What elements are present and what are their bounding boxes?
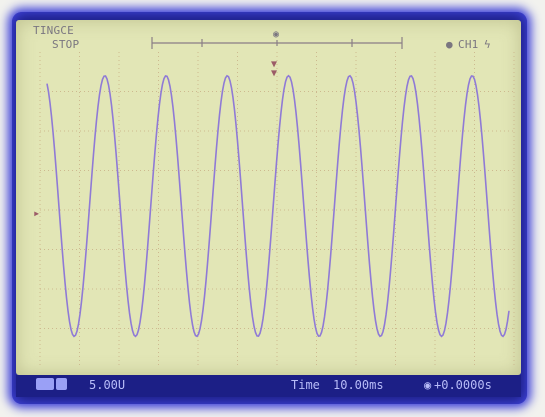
channel-indicator: CH1: [458, 38, 479, 51]
volts-per-div: 5.00U: [89, 378, 126, 392]
memory-buffer-bar: [151, 37, 403, 49]
trigger-status-line2: STOP: [52, 38, 80, 51]
ground-level-marker-icon: ▸: [33, 206, 41, 220]
trigger-marker-lower-icon: ▼: [271, 68, 278, 79]
trigger-status-line1: TINGCE: [33, 24, 74, 37]
trigger-edge-icon: ϟ: [484, 38, 491, 51]
time-per-div: 10.00ms: [333, 378, 384, 392]
ch1-badge-icon: [36, 378, 54, 390]
trigger-offset: +0.0000s: [434, 378, 492, 392]
time-label: Time: [291, 378, 320, 392]
waveform-trace: [46, 74, 510, 338]
trigger-offset-icon: ◉: [424, 378, 432, 392]
trigger-position-marker-icon: ◉: [273, 29, 280, 40]
dc-coupling-icon: [56, 378, 67, 390]
stop-indicator-icon: ●: [446, 38, 453, 51]
status-bar: [16, 375, 521, 397]
trigger-marker-icon: ▼: [271, 59, 278, 70]
